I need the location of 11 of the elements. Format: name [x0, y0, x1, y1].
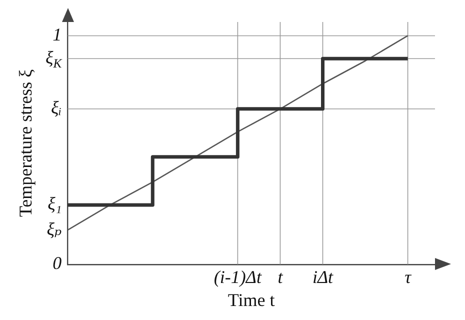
y-tick-label: ξ₁ — [48, 194, 62, 214]
y-tick-label: ξₚ — [46, 218, 62, 239]
y-axis-title: Temperature stress ξ — [16, 69, 36, 218]
x-tick-label: (i-1)Δt — [214, 267, 262, 288]
x-axis-title: Time t — [228, 290, 275, 310]
y-tick-label: 0 — [52, 253, 62, 274]
x-tick-label: τ — [404, 267, 412, 288]
y-tick-label: 1 — [52, 24, 62, 44]
x-tick-label: iΔt — [312, 267, 334, 288]
y-tick-label: ξᵢ — [51, 98, 62, 118]
x-tick-label: t — [278, 267, 284, 288]
